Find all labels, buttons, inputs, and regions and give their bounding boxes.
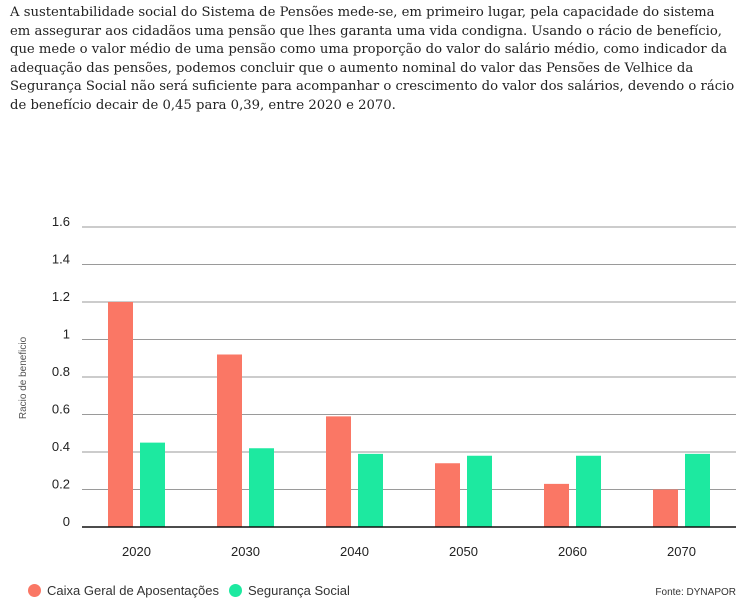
bar-ss-2050	[467, 455, 492, 527]
bar-cga-2060	[544, 483, 569, 527]
legend-label-ss: Segurança Social	[248, 583, 350, 598]
gridlines	[82, 226, 736, 490]
intro-paragraph: A sustentabilidade social do Sistema de …	[10, 5, 735, 113]
x-axis-ticks: 2020 2030 2040 2050 2060 2070	[122, 544, 696, 559]
y-axis-label: Racio de beneficio	[18, 336, 29, 419]
x-tick-label: 2070	[667, 544, 696, 559]
legend-item-ss: Segurança Social	[229, 583, 350, 598]
y-tick-label: 0.8	[52, 364, 70, 379]
y-tick-label: 0.6	[52, 402, 70, 417]
x-tick-label: 2060	[558, 544, 587, 559]
bar-cga-2070	[653, 489, 678, 527]
bar-cga-2040	[326, 416, 351, 527]
legend-label-cga: Caixa Geral de Aposentações	[47, 583, 219, 598]
legend-swatch-ss	[229, 584, 242, 597]
y-tick-label: 0.4	[52, 439, 70, 454]
bar-ss-2020	[140, 442, 165, 527]
x-tick-label: 2040	[340, 544, 369, 559]
bar-ss-2040	[358, 453, 383, 527]
legend: Caixa Geral de Aposentações Segurança So…	[28, 583, 360, 598]
y-tick-label: 1	[63, 327, 70, 342]
x-tick-label: 2020	[122, 544, 151, 559]
y-tick-label: 0	[63, 514, 70, 529]
bar-ss-2070	[685, 453, 710, 527]
bar-ss-2060	[576, 455, 601, 527]
y-tick-label: 0.2	[52, 477, 70, 492]
x-tick-label: 2030	[231, 544, 260, 559]
y-tick-label: 1.2	[52, 289, 70, 304]
y-axis-ticks: 0 0.2 0.4 0.6 0.8 1 1.2 1.4 1.6	[52, 214, 70, 529]
legend-item-cga: Caixa Geral de Aposentações	[28, 583, 219, 598]
legend-swatch-cga	[28, 584, 41, 597]
bar-ss-2030	[249, 448, 274, 527]
y-tick-label: 1.6	[52, 214, 70, 229]
bar-cga-2030	[217, 354, 242, 527]
bar-cga-2020	[108, 302, 133, 527]
y-tick-label: 1.4	[52, 252, 70, 267]
bars	[108, 302, 710, 527]
source-note: Fonte: DYNAPOR	[655, 587, 736, 598]
x-tick-label: 2050	[449, 544, 478, 559]
bar-cga-2050	[435, 463, 460, 527]
